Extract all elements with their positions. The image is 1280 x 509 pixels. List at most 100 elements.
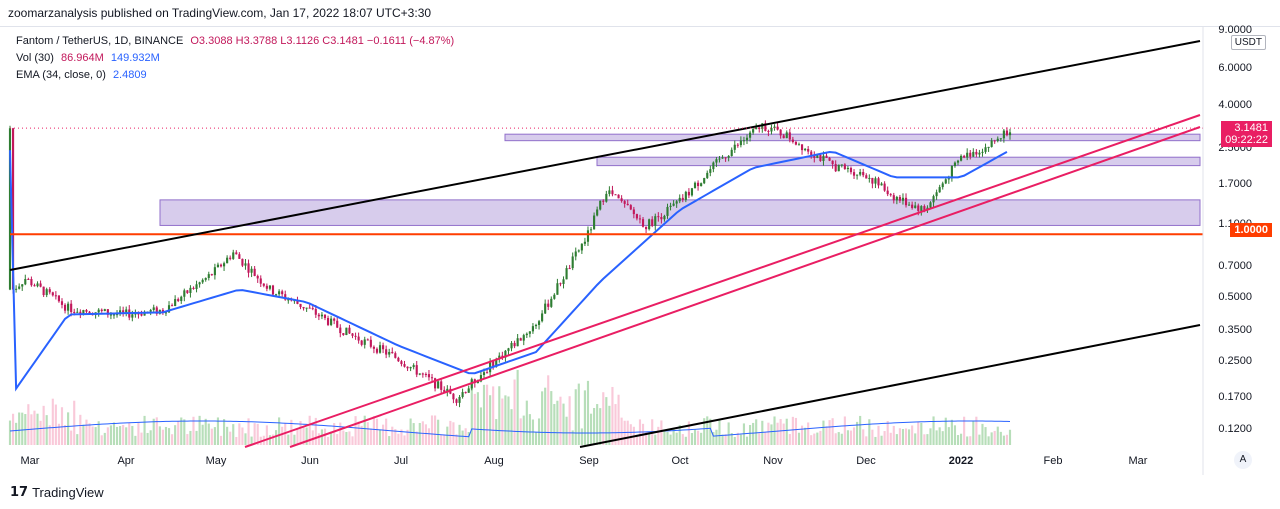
candle-body — [256, 275, 259, 279]
volume-bar — [892, 425, 895, 445]
volume-bar — [440, 434, 443, 445]
tradingview-brand[interactable]: 𝟭𝟳 TradingView — [10, 484, 104, 500]
volume-bar — [589, 413, 593, 445]
volume-bar — [492, 386, 495, 445]
volume-bar — [161, 429, 164, 445]
candle-body — [559, 283, 562, 285]
volume-bar — [198, 415, 201, 445]
volume-bar — [782, 423, 785, 445]
upper-channel-line — [9, 40, 1201, 271]
volume-bar — [119, 426, 122, 445]
candle-body — [586, 230, 590, 242]
volume-bar — [39, 420, 42, 445]
candle-body — [589, 229, 593, 231]
volume-bar — [351, 436, 354, 445]
volume-bar — [886, 421, 889, 445]
volume-bar — [941, 431, 944, 445]
legend-vol-label[interactable]: Vol (30) — [16, 52, 54, 64]
volume-bar — [911, 425, 914, 445]
candle-body — [975, 151, 978, 155]
volume-bar — [764, 432, 767, 445]
volume-bar — [302, 427, 305, 445]
volume-bar — [583, 390, 586, 445]
volume-bar — [48, 425, 51, 445]
volume-bar — [984, 427, 987, 445]
volume-bar — [314, 417, 317, 445]
candle-body — [437, 381, 440, 389]
volume-bar — [800, 425, 804, 445]
candle-body — [782, 135, 785, 139]
volume-bar — [663, 431, 666, 445]
lower-channel-line — [579, 324, 1201, 448]
candle-body — [886, 190, 889, 195]
volume-bar — [146, 432, 149, 445]
candle-body — [24, 278, 27, 285]
volume-bar — [467, 431, 470, 445]
candle-body — [733, 144, 736, 150]
volume-bar — [76, 434, 79, 445]
candle-body — [966, 152, 969, 158]
candle-body — [278, 291, 281, 295]
volume-bar — [972, 421, 975, 445]
volume-bar — [693, 429, 697, 445]
volume-bar — [195, 430, 198, 445]
volume-bar — [192, 416, 195, 445]
candle-body — [238, 254, 241, 259]
candle-body — [76, 311, 79, 313]
candle-body — [605, 193, 608, 202]
volume-bar — [550, 391, 553, 445]
volume-bar — [268, 435, 272, 445]
legend-ema-label[interactable]: EMA (34, close, 0) — [16, 69, 106, 81]
volume-bar — [715, 429, 718, 445]
volume-bar — [400, 429, 403, 445]
volume-bar — [430, 415, 434, 445]
candle-body — [571, 256, 574, 269]
candle-body — [993, 140, 996, 142]
legend-symbol[interactable]: Fantom / TetherUS, 1D, BINANCE — [16, 35, 184, 47]
volume-bar — [648, 432, 651, 445]
volume-bar — [449, 420, 452, 445]
candle-body — [978, 152, 981, 155]
candle-body — [703, 178, 706, 184]
volume-bar — [369, 428, 372, 445]
volume-bar — [1005, 434, 1009, 445]
volume-bar — [8, 420, 12, 445]
candle-body — [323, 314, 327, 319]
candle-body — [706, 172, 709, 179]
volume-bar — [794, 417, 798, 445]
candle-body — [877, 178, 880, 186]
volume-bar — [171, 434, 174, 445]
volume-bar — [296, 428, 299, 445]
volume-bar — [180, 417, 183, 445]
candle-body — [67, 303, 70, 311]
volume-bar — [106, 427, 109, 445]
volume-bar — [473, 393, 476, 445]
currency-selector[interactable]: USDT — [1230, 35, 1266, 50]
price-chart[interactable] — [0, 27, 1280, 475]
volume-bar — [485, 384, 489, 445]
volume-bar — [574, 389, 577, 445]
volume-bar — [60, 407, 64, 445]
volume-bar — [333, 423, 336, 445]
chart-area[interactable]: Fantom / TetherUS, 1D, BINANCE O3.3088 H… — [0, 24, 1280, 475]
volume-bar — [238, 423, 241, 445]
volume-bar — [140, 432, 143, 445]
volume-bar — [299, 421, 302, 445]
candle-body — [654, 216, 657, 226]
volume-bar — [513, 379, 516, 445]
volume-bar — [265, 425, 268, 445]
candle-body — [752, 129, 755, 133]
candle-body — [378, 345, 382, 353]
candle-body — [112, 314, 116, 316]
candle-body — [537, 321, 541, 325]
candle-body — [669, 205, 672, 207]
candle-body — [849, 167, 853, 173]
volume-bar — [33, 410, 36, 445]
volume-bar — [143, 415, 146, 445]
autoscale-button[interactable]: A — [1234, 451, 1252, 469]
candle-body — [326, 318, 330, 325]
volume-bar — [424, 424, 427, 445]
candle-body — [88, 311, 91, 315]
candle-body — [834, 164, 837, 172]
volume-bar — [703, 418, 706, 445]
